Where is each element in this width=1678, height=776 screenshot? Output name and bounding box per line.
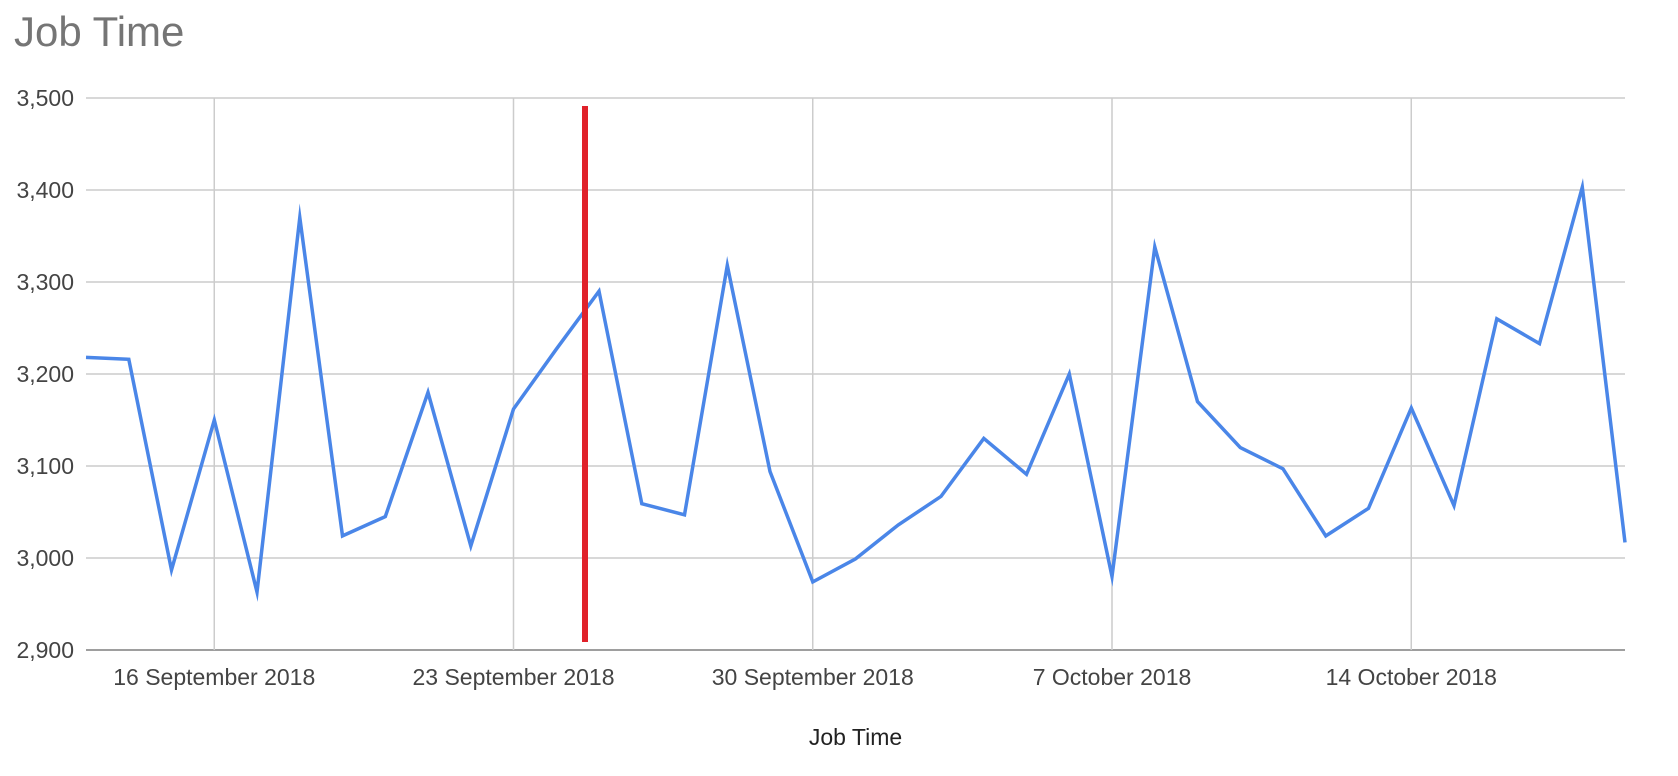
y-tick-label: 3,100	[16, 453, 74, 479]
x-tick-label: 7 October 2018	[1033, 664, 1192, 690]
chart-title: Job Time	[14, 8, 185, 55]
y-tick-label: 3,500	[16, 85, 74, 111]
y-tick-label: 3,200	[16, 361, 74, 387]
x-axis-title: Job Time	[809, 724, 902, 750]
grid	[86, 97, 1625, 651]
series-line	[85, 178, 1627, 602]
y-tick-label: 3,300	[16, 269, 74, 295]
x-tick-label: 23 September 2018	[412, 664, 614, 690]
x-tick-label: 16 September 2018	[113, 664, 315, 690]
x-tick-label: 30 September 2018	[712, 664, 914, 690]
y-tick-label: 2,900	[16, 637, 74, 663]
tick-labels: 2,900 3,000 3,100 3,200 3,300 3,400 3,500 16 Se…	[16, 85, 1496, 690]
x-tick-label: 14 October 2018	[1326, 664, 1497, 690]
y-tick-label: 3,000	[16, 545, 74, 571]
series-layer	[85, 178, 1627, 602]
y-tick-label: 3,400	[16, 177, 74, 203]
